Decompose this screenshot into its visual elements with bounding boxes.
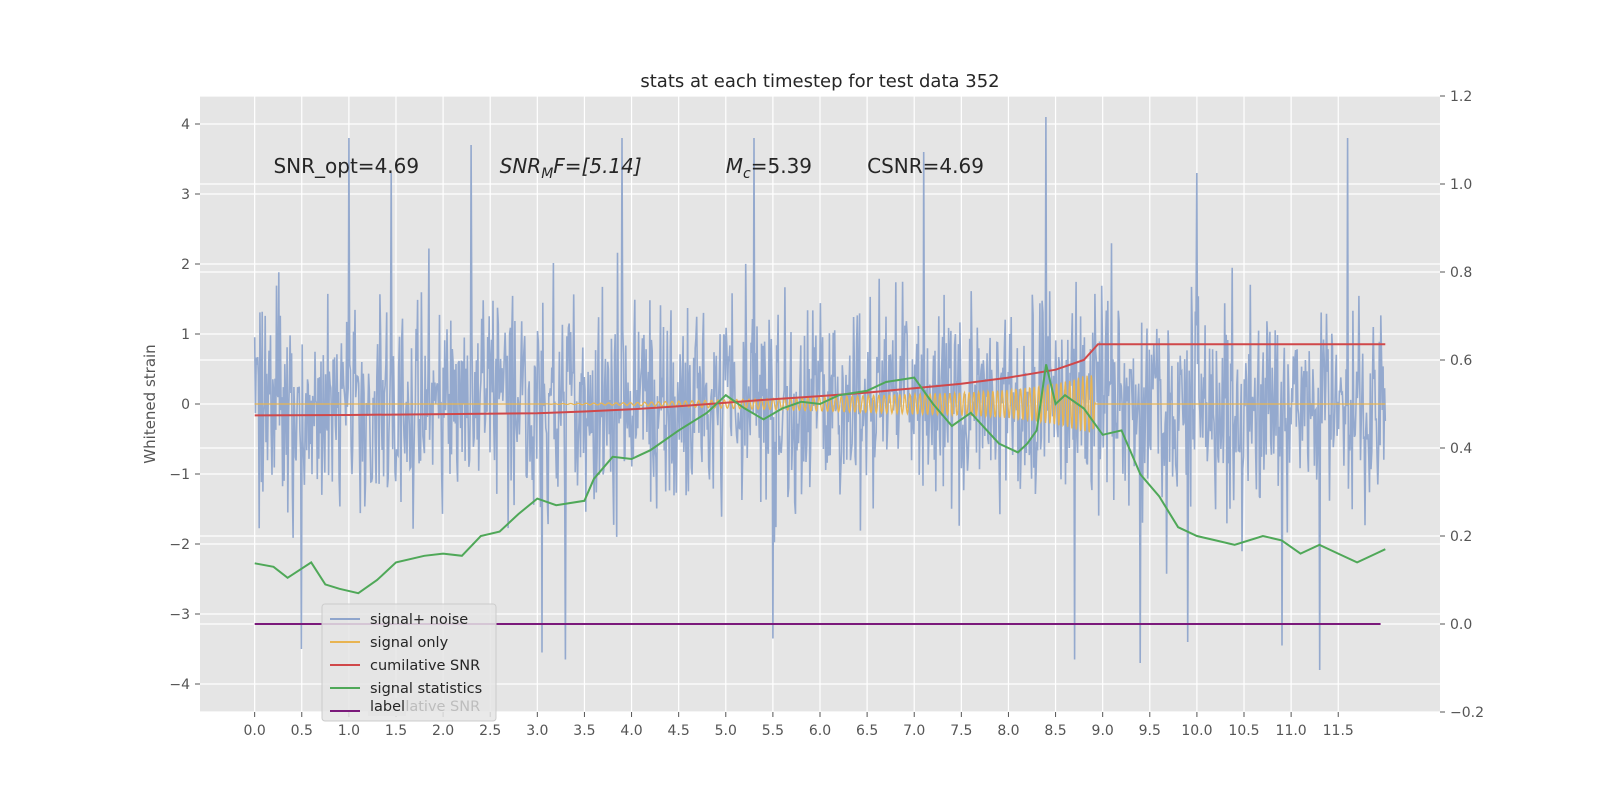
x-tick-label: 10.0 — [1181, 723, 1212, 739]
y-tick-label: 1 — [181, 327, 190, 343]
y-tick-label: 4 — [181, 117, 190, 133]
annotation-base: M — [726, 154, 743, 178]
annotation-2: Mc=5.39 — [726, 154, 812, 182]
legend-entry: cumilative SNR — [370, 658, 480, 674]
legend-entry: signal+ noise — [370, 612, 468, 628]
legend-mask — [368, 698, 406, 716]
y-axis-label: Whitened strain — [141, 344, 159, 463]
annotation-subscript: c — [743, 166, 751, 182]
x-tick-label: 4.5 — [668, 723, 690, 739]
x-tick-label: 9.5 — [1139, 723, 1161, 739]
x-tick-label: 2.5 — [479, 723, 501, 739]
y-tick-label: 0 — [181, 397, 190, 413]
series-signal-only-line — [254, 375, 1386, 433]
x-tick-label: 5.5 — [762, 723, 784, 739]
series-signal-statistics-line — [254, 364, 1386, 595]
y-tick-label: −4 — [169, 677, 190, 693]
annotation-base: SNR — [500, 154, 542, 178]
x-tick-label: 7.0 — [903, 723, 925, 739]
y-tick-label: 3 — [181, 187, 190, 203]
annotation-suffix: =5.39 — [751, 154, 812, 178]
annotation-subscript: M — [541, 166, 553, 182]
x-tick-label: 3.5 — [573, 723, 595, 739]
x-tick-label: 5.0 — [715, 723, 737, 739]
y2-tick-label: 0.8 — [1450, 265, 1472, 281]
legend-entry: signal statistics — [370, 681, 482, 697]
x-tick-label: 0.0 — [244, 723, 266, 739]
annotation-suffix: F=[5.14] — [553, 154, 641, 178]
x-tick-label: 11.0 — [1276, 723, 1307, 739]
y-tick-label: −3 — [169, 607, 190, 623]
x-tick-label: 1.5 — [385, 723, 407, 739]
x-tick-label: 2.0 — [432, 723, 454, 739]
annotations: SNR_opt=4.69 SNRMF=[5.14] Mc=5.39 CSNR=4.69 — [273, 154, 983, 182]
y2-tick-label: −0.2 — [1450, 705, 1484, 721]
legend-box — [321, 603, 497, 722]
y2-tick-label: 0.4 — [1450, 441, 1472, 457]
y2-tick-label: 0.2 — [1450, 529, 1472, 545]
axes: 0.0 0.5 1.0 1.5 2.0 2.5 3.0 3.5 4.0 4.5 5.0 5.5 6.0 6… — [169, 89, 1484, 739]
x-tick-label: 6.5 — [856, 723, 878, 739]
y2-tick-label: 0.6 — [1450, 353, 1472, 369]
x-tick-label: 3.0 — [526, 723, 548, 739]
x-tick-label: 9.0 — [1092, 723, 1114, 739]
x-tick-label: 8.5 — [1044, 723, 1066, 739]
x-tick-label: 0.5 — [291, 723, 313, 739]
y2-tick-label: 1.2 — [1450, 89, 1472, 105]
series-signal-noise-line — [253, 116, 1387, 671]
annotation-1: SNRMF=[5.14] — [500, 154, 642, 182]
y2-tick-label: 1.0 — [1450, 177, 1472, 193]
y-tick-label: −1 — [169, 467, 190, 483]
legend-entry-label: label — [370, 699, 405, 715]
x-tick-label: 10.5 — [1228, 723, 1259, 739]
y-tick-label: 2 — [181, 257, 190, 273]
y-tick-label: −2 — [169, 537, 190, 553]
legend-entry: signal only — [370, 635, 449, 651]
annotation-0: SNR_opt=4.69 — [273, 154, 419, 178]
chart-title: stats at each timestep for test data 352 — [640, 71, 999, 92]
x-tick-label: 8.0 — [997, 723, 1019, 739]
x-tick-label: 4.0 — [620, 723, 642, 739]
x-tick-label: 6.0 — [809, 723, 831, 739]
y2-tick-label: 0.0 — [1450, 617, 1472, 633]
x-tick-label: 7.5 — [950, 723, 972, 739]
annotation-3: CSNR=4.69 — [867, 154, 984, 178]
x-tick-label: 1.0 — [338, 723, 360, 739]
series-cumilative-snr-line — [254, 343, 1386, 417]
x-tick-label: 11.5 — [1323, 723, 1354, 739]
